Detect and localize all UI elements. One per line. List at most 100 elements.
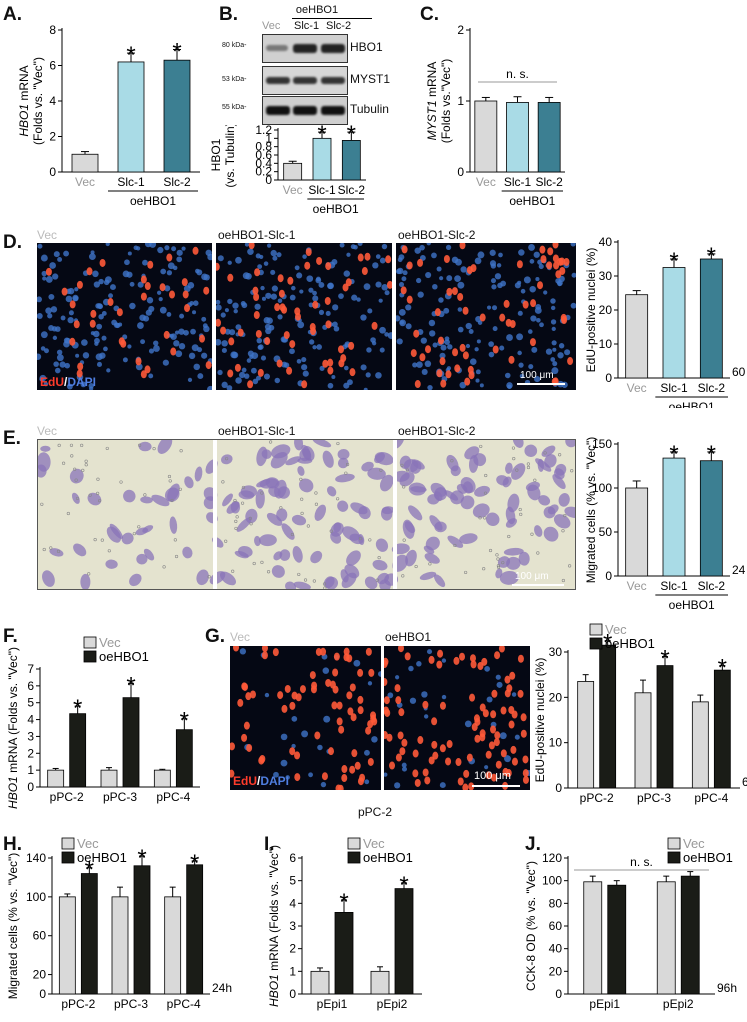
migrated-cell [524,444,538,457]
nucleus-edu [371,321,378,330]
nucleus-edu [367,757,374,766]
nucleus-dapi [421,691,428,698]
bar [283,162,303,181]
nucleus-dapi [344,365,349,371]
nucleus-dapi [476,339,481,344]
pore [88,493,92,497]
nucleus-edu [469,693,476,702]
pore [530,532,534,536]
migrated-cell [555,463,567,476]
panel-letter-j: J. [525,834,541,855]
pore [306,524,310,528]
nucleus-edu [560,313,567,322]
nucleus-edu [445,757,452,766]
nucleus-edu [386,733,393,742]
scale-bar-d [517,383,565,385]
nucleus-edu [315,647,322,656]
migrated-cell [326,486,337,497]
nucleus-dapi [308,772,314,778]
nucleus-edu [365,726,372,735]
nucleus-edu [237,698,244,707]
nucleus-dapi [137,322,144,329]
nucleus-edu [314,731,321,740]
pore [42,547,46,552]
migrated-cell [518,551,530,566]
d-label-slc2: oeHBO1-Slc-2 [398,228,476,242]
nucleus-dapi [312,295,319,302]
nucleus-dapi [339,243,345,248]
migrated-cell [138,441,152,452]
migrated-cell [291,514,307,526]
nucleus-edu [309,671,316,680]
nucleus-edu [462,306,469,315]
nucleus-dapi [67,316,74,324]
x-tick-label: pPC-3 [103,790,137,804]
nucleus-edu [482,709,489,718]
migrated-cell [525,481,540,492]
migrated-cell [565,440,575,448]
nucleus-edu [466,753,473,762]
nucleus-dapi [447,344,453,350]
pore [512,457,516,461]
band [321,44,345,53]
migrated-cell [474,485,490,497]
band [266,106,290,115]
y-axis-label-gene: HBO1 [6,776,20,809]
nucleus-edu [470,660,477,669]
nucleus-dapi [37,243,43,249]
nucleus-dapi [545,348,553,355]
nucleus-edu [69,337,76,346]
edu-image-g: EdU/DAPI 100 μm [230,646,530,790]
nucleus-dapi [162,359,169,366]
nucleus-dapi [538,263,544,270]
y-axis-label: Migrated cells (% vs. "Vec") [584,437,598,584]
nucleus-edu [230,742,235,751]
nucleus-dapi [294,265,300,271]
nucleus-dapi [323,715,331,723]
nucleus-dapi [384,290,390,296]
pore [314,491,318,495]
nucleus-edu [428,655,435,664]
nucleus-edu [495,760,502,769]
nucleus-dapi [551,367,559,375]
nucleus-edu [479,703,486,712]
group-label: oeHBO1 [669,400,715,408]
nucleus-edu [341,774,348,783]
nucleus-edu [184,304,191,313]
nucleus-dapi [396,267,404,275]
nucleus-dapi [518,362,524,368]
x-tick-label: pEpi1 [589,997,620,1011]
time-label: 24h [732,563,745,577]
nucleus-dapi [127,344,132,349]
nucleus-edu [385,255,392,264]
nucleus-dapi [48,325,55,331]
bar [506,102,529,173]
pore [235,515,239,519]
nucleus-dapi [247,248,254,255]
nucleus-edu [384,708,391,717]
pore [87,572,91,576]
nucleus-dapi [129,302,136,310]
nucleus-edu [413,329,420,338]
nucleus-dapi [378,298,383,303]
nucleus-dapi [276,252,282,258]
time-label: 24h [212,981,232,995]
y-axis-label: MYST1 mRNA [425,62,439,141]
nucleus-edu [490,773,497,782]
pore [231,569,235,573]
migrated-cell [341,572,357,589]
stain-legend-g: EdU/DAPI [233,774,289,788]
nucleus-dapi [53,251,60,258]
pore [73,467,77,471]
nucleus-dapi [375,281,382,288]
nucleus-edu [316,256,323,265]
nucleus-dapi [319,365,325,371]
pore [170,498,174,503]
nucleus-edu [463,769,470,778]
nucleus-dapi [528,364,534,370]
edu-image-d: EdU/DAPI 100 μm [37,243,576,390]
nucleus-dapi [367,308,373,314]
nucleus-dapi [280,759,288,767]
migrated-cell [299,478,314,493]
migrated-cell [169,516,178,534]
